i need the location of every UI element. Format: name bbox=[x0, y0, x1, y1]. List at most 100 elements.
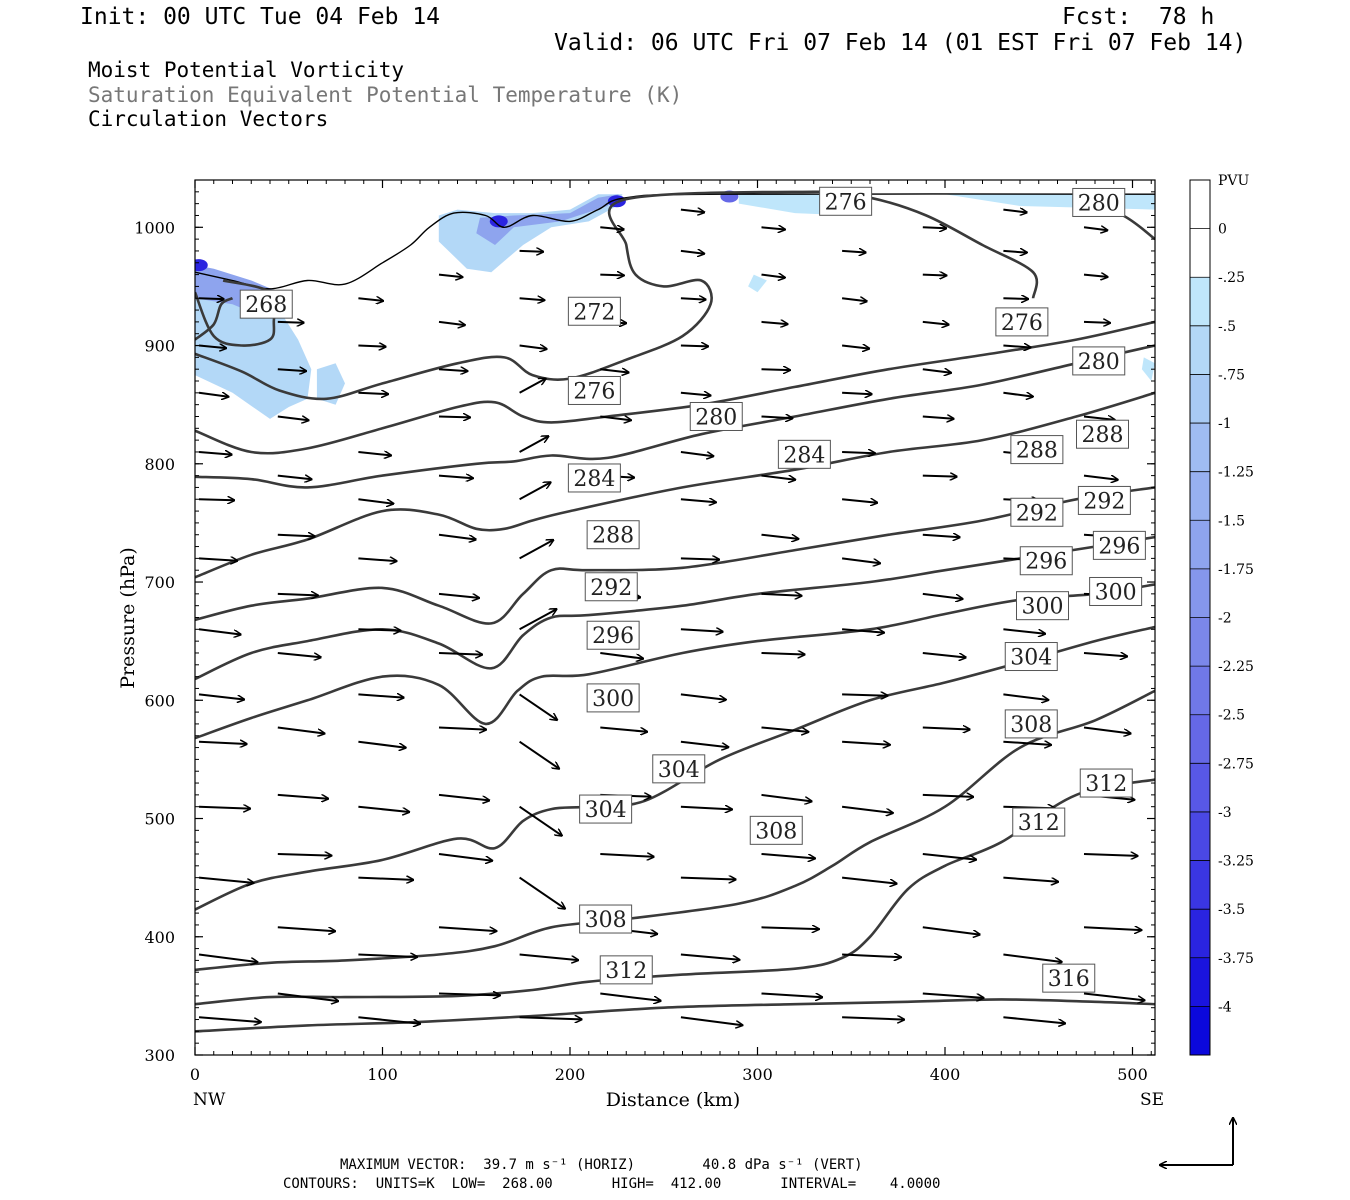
pv-shading-region bbox=[316, 363, 345, 405]
circulation-vector bbox=[922, 652, 966, 658]
circulation-vector bbox=[761, 793, 812, 802]
contour-label-box bbox=[1010, 497, 1064, 527]
contour-280 bbox=[195, 320, 1155, 455]
contour-label-box bbox=[1072, 187, 1126, 217]
contour-label-box bbox=[579, 904, 633, 934]
circulation-vector bbox=[358, 346, 385, 347]
circulation-vector bbox=[761, 227, 785, 229]
circulation-vector bbox=[519, 251, 544, 252]
pv-shading-region bbox=[748, 274, 767, 293]
circulation-vector bbox=[519, 1017, 582, 1019]
contour-label: 292 bbox=[590, 576, 632, 601]
circulation-vector bbox=[680, 740, 728, 748]
y-tick-label: 400 bbox=[144, 928, 175, 947]
y-tick-label: 800 bbox=[144, 455, 175, 474]
colorbar-units: PVU bbox=[1218, 173, 1250, 189]
pv-shading-core bbox=[489, 215, 508, 228]
circulation-vector bbox=[922, 795, 973, 797]
contour-288 bbox=[195, 391, 1155, 579]
circulation-vector bbox=[680, 629, 723, 631]
circulation-vector bbox=[1003, 393, 1032, 397]
contour-label-box bbox=[579, 794, 633, 824]
colorbar-label: -1 bbox=[1218, 416, 1232, 432]
contour-272 bbox=[195, 296, 234, 341]
colorbar-swatch bbox=[1190, 811, 1210, 861]
contour-label: 288 bbox=[1082, 423, 1124, 448]
contour-label-box bbox=[586, 683, 640, 713]
circulation-vector bbox=[519, 693, 557, 720]
circulation-vector bbox=[842, 499, 877, 502]
circulation-vector bbox=[842, 251, 866, 253]
circulation-vector bbox=[922, 476, 957, 477]
colorbar-swatch bbox=[1190, 228, 1210, 278]
circulation-vector bbox=[922, 592, 963, 599]
circulation-vector bbox=[438, 533, 476, 540]
circulation-vector bbox=[198, 807, 250, 809]
circulation-vector bbox=[358, 694, 403, 697]
circulation-vector bbox=[1083, 653, 1127, 656]
circulation-vector bbox=[842, 694, 887, 695]
circulation-vector bbox=[519, 805, 562, 836]
circulation-vector bbox=[842, 955, 901, 958]
circulation-vector bbox=[680, 393, 711, 396]
circulation-vector bbox=[761, 533, 799, 539]
circulation-vector bbox=[761, 474, 796, 480]
circulation-vector bbox=[600, 275, 624, 276]
contour-label: 276 bbox=[573, 379, 615, 404]
circulation-vector bbox=[922, 369, 951, 373]
colorbar-label: -1.5 bbox=[1218, 513, 1245, 529]
circulation-vector bbox=[277, 476, 312, 480]
circulation-vector bbox=[519, 876, 565, 909]
circulation-vector bbox=[277, 726, 325, 734]
field-title-mpv: Moist Potential Vorticity bbox=[88, 58, 405, 82]
contour-label: 268 bbox=[245, 293, 287, 318]
contour-label-box bbox=[567, 296, 621, 326]
circulation-vector bbox=[680, 451, 713, 456]
colorbar-label: -3.5 bbox=[1218, 902, 1245, 918]
contour-label-box bbox=[584, 572, 638, 602]
circulation-vector bbox=[358, 498, 393, 503]
circulation-vector bbox=[922, 227, 946, 228]
circulation-vector bbox=[1083, 417, 1115, 420]
circulation-vector bbox=[600, 227, 623, 229]
contour-300 bbox=[195, 583, 1155, 740]
contour-label: 284 bbox=[783, 443, 825, 468]
contour-label-box bbox=[1072, 346, 1126, 376]
circulation-vector bbox=[1003, 346, 1030, 348]
circulation-vector bbox=[761, 322, 788, 324]
circulation-vector bbox=[277, 926, 335, 931]
x-tick-label: 300 bbox=[742, 1065, 773, 1084]
colorbar-label: -.5 bbox=[1218, 319, 1236, 335]
circulation-vector bbox=[680, 210, 704, 213]
circulation-vector bbox=[1083, 227, 1107, 230]
circulation-vector bbox=[277, 652, 321, 657]
circulation-vector bbox=[438, 793, 489, 801]
colorbar-swatch bbox=[1190, 277, 1210, 327]
circulation-vector bbox=[277, 417, 309, 421]
circulation-vector bbox=[198, 628, 241, 634]
circulation-vector bbox=[680, 251, 704, 254]
circulation-vector bbox=[358, 629, 400, 630]
circulation-vector bbox=[1083, 854, 1138, 856]
circulation-vector bbox=[358, 955, 417, 958]
circulation-vector bbox=[438, 728, 486, 730]
colorbar-label: -2.5 bbox=[1218, 708, 1245, 724]
circulation-vector bbox=[1083, 275, 1107, 277]
contour-label: 280 bbox=[695, 405, 737, 430]
circulation-vector bbox=[277, 992, 338, 1002]
colorbar-swatch bbox=[1190, 471, 1210, 521]
contour-label-box bbox=[1010, 435, 1064, 465]
contour-label-box bbox=[1016, 591, 1069, 621]
circulation-vector bbox=[680, 878, 736, 880]
circulation-vector bbox=[198, 499, 234, 500]
contour-label: 288 bbox=[592, 524, 634, 549]
circulation-vector bbox=[680, 807, 732, 810]
circulation-vector bbox=[358, 298, 383, 301]
circulation-vector bbox=[841, 298, 867, 301]
circulation-vector bbox=[358, 452, 391, 455]
contour-label: 276 bbox=[1001, 311, 1043, 336]
circulation-vector bbox=[438, 853, 492, 861]
circulation-vector bbox=[438, 592, 479, 598]
circulation-vector bbox=[842, 393, 872, 394]
reference-vector-icon bbox=[1160, 1118, 1233, 1165]
